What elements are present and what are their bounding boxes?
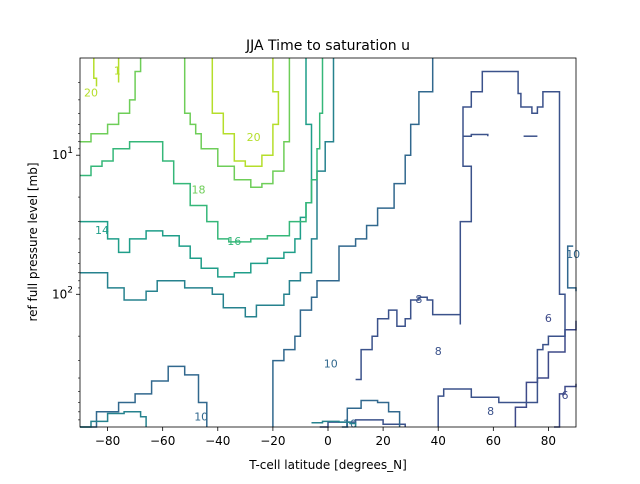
contour-label-6: 6 [545, 312, 552, 325]
contour-line-12 [80, 58, 335, 318]
x-tick-label: 40 [431, 434, 446, 448]
contour-line-10 [80, 365, 208, 428]
contour-line-12 [80, 411, 147, 428]
contour-line-18 [183, 58, 291, 189]
contour-label-14: 14 [95, 224, 109, 237]
x-tick-label: −60 [150, 434, 175, 448]
contour-line-14 [80, 58, 313, 278]
y-axis-ticks: 101 102 [52, 82, 80, 421]
contour-label-8: 8 [435, 345, 442, 358]
y-tick-label: 102 [52, 285, 73, 301]
contour-line-8 [463, 133, 489, 137]
x-tick-label: −80 [95, 434, 120, 448]
contour-label-8: 8 [487, 405, 494, 418]
contour-line-18 [80, 58, 142, 143]
contour-line-12 [311, 420, 357, 427]
x-axis-label: T-cell latitude [degrees_N] [248, 458, 407, 472]
contour-label-20: 1 [114, 65, 121, 78]
contour-line-20 [93, 58, 98, 87]
x-axis-ticks: −80 −60 −40 −20 0 20 40 60 80 [95, 427, 556, 448]
contour-label-16: 16 [227, 235, 241, 248]
contour-label-18: 18 [192, 184, 206, 197]
contour-label-10: 10 [324, 358, 338, 371]
contour-line-8 [355, 70, 566, 427]
contour-label-8: 8 [415, 293, 422, 306]
contour-label-20: 20 [84, 87, 98, 100]
x-tick-label: 0 [324, 434, 332, 448]
y-tick-label: 101 [52, 146, 73, 162]
contour-label-10: 10 [194, 411, 208, 424]
x-tick-label: −40 [205, 434, 230, 448]
contour-line-8 [319, 419, 406, 428]
x-tick-label: 20 [375, 434, 390, 448]
x-tick-label: −20 [260, 434, 285, 448]
contour-line-20 [211, 58, 280, 167]
contour-label-6: 6 [562, 389, 569, 402]
contour-line-16 [80, 58, 324, 243]
y-axis-label: ref full pressure level [mb] [26, 162, 40, 321]
contour-line-10 [272, 58, 434, 427]
x-tick-label: 80 [541, 434, 556, 448]
contour-label-10: 10 [566, 248, 580, 261]
contour-label-20: 20 [247, 131, 261, 144]
x-tick-label: 60 [486, 434, 501, 448]
chart-title: JJA Time to saturation u [245, 38, 410, 54]
contour-line-6 [514, 320, 577, 427]
contour-line-10 [341, 399, 401, 428]
